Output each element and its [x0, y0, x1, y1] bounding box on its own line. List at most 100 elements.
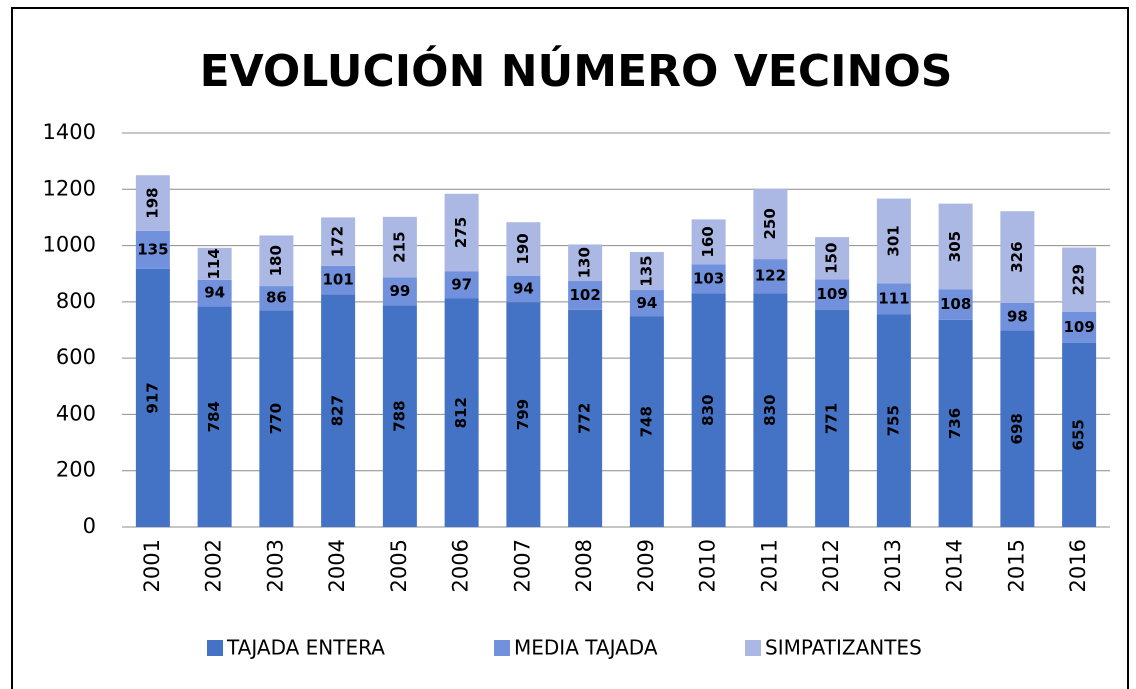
data-label: 94 — [636, 294, 657, 312]
data-label: 830 — [761, 395, 779, 426]
x-tick-label: 2006 — [449, 539, 473, 592]
bar-segment — [629, 290, 664, 317]
data-label: 86 — [266, 289, 287, 307]
data-label: 215 — [390, 231, 408, 262]
data-label: 748 — [637, 406, 655, 437]
y-tick-label: 600 — [56, 345, 96, 369]
bar-segment — [629, 252, 664, 291]
y-tick-label: 0 — [83, 514, 96, 538]
bar-segment — [259, 286, 294, 311]
bar-segment — [753, 293, 788, 527]
x-tick-label: 2001 — [140, 539, 164, 592]
data-label: 160 — [699, 226, 717, 257]
bar-segment — [321, 265, 356, 295]
bar-segment — [629, 316, 664, 527]
bar-segment — [568, 281, 603, 310]
data-label: 771 — [823, 403, 841, 434]
bar-segment — [938, 203, 973, 290]
bar-segment — [444, 271, 479, 299]
bar-segment — [382, 305, 417, 527]
bar-segment — [197, 279, 232, 307]
bar-segment — [1000, 211, 1035, 303]
data-label: 770 — [267, 403, 285, 434]
data-label: 94 — [204, 284, 225, 302]
legend-label: TAJADA ENTERA — [226, 636, 385, 660]
x-tick-label: 2002 — [202, 539, 226, 592]
data-label: 784 — [205, 401, 223, 432]
data-label: 755 — [884, 405, 902, 436]
data-label: 98 — [1007, 307, 1028, 325]
x-tick-label: 2012 — [819, 539, 843, 592]
data-label: 788 — [390, 400, 408, 431]
data-label: 698 — [1008, 413, 1026, 444]
data-label: 135 — [137, 240, 168, 258]
data-label: 301 — [884, 225, 902, 256]
bar-segment — [135, 230, 170, 269]
bar-segment — [691, 293, 726, 527]
data-label: 180 — [267, 245, 285, 276]
bar-segment — [1000, 330, 1035, 527]
legend-swatch — [494, 640, 510, 656]
data-label: 111 — [878, 289, 909, 307]
x-tick-label: 2010 — [696, 539, 720, 592]
x-tick-label: 2009 — [634, 539, 658, 592]
y-tick-label: 1400 — [43, 120, 96, 144]
bar-segment — [876, 314, 911, 527]
data-label: 135 — [637, 255, 655, 286]
data-label: 94 — [513, 279, 534, 297]
bar-segment — [382, 216, 417, 278]
data-label: 305 — [946, 231, 964, 262]
data-label: 326 — [1008, 241, 1026, 272]
bar-segment — [876, 198, 911, 284]
data-label: 114 — [205, 248, 223, 279]
bar-segment — [938, 289, 973, 320]
data-label: 130 — [576, 247, 594, 278]
bar-segment — [691, 219, 726, 265]
data-label: 655 — [1070, 419, 1088, 450]
legend-swatch — [745, 640, 761, 656]
x-tick-label: 2004 — [325, 539, 349, 592]
bar-segment — [568, 309, 603, 527]
bar-segment — [506, 222, 541, 276]
bar-segment — [506, 302, 541, 527]
y-tick-label: 1200 — [43, 176, 96, 200]
bar-segment — [1000, 302, 1035, 331]
data-label: 103 — [693, 269, 724, 287]
bar-segment — [691, 264, 726, 294]
x-tick-label: 2016 — [1066, 539, 1090, 592]
bar-segment — [197, 247, 232, 280]
x-tick-label: 2013 — [881, 539, 905, 592]
bar-segment — [1062, 247, 1097, 312]
bar-segment — [753, 259, 788, 294]
x-tick-label: 2008 — [572, 539, 596, 592]
data-label: 109 — [816, 285, 847, 303]
data-label: 827 — [329, 395, 347, 426]
legend-label: SIMPATIZANTES — [765, 636, 922, 660]
y-tick-label: 1000 — [43, 233, 96, 257]
bar-segment — [382, 277, 417, 306]
data-label: 198 — [143, 187, 161, 218]
data-label: 190 — [514, 233, 532, 264]
bar-segment — [876, 283, 911, 315]
data-label: 101 — [322, 271, 353, 289]
data-label: 736 — [946, 408, 964, 439]
y-tick-label: 400 — [56, 401, 96, 425]
data-label: 102 — [569, 286, 600, 304]
x-tick-label: 2011 — [757, 539, 781, 592]
data-label: 812 — [452, 397, 470, 428]
y-tick-label: 800 — [56, 289, 96, 313]
data-label: 830 — [699, 395, 717, 426]
bar-segment — [753, 188, 788, 260]
bar-segment — [1062, 311, 1097, 343]
bar-segment — [815, 310, 850, 527]
bar-segment — [321, 217, 356, 266]
bar-segment — [135, 268, 170, 527]
data-label: 172 — [329, 226, 347, 257]
data-label: 99 — [389, 282, 410, 300]
legend-label: MEDIA TAJADA — [514, 636, 658, 660]
bar-segment — [444, 298, 479, 527]
bar-segment — [197, 306, 232, 527]
data-label: 229 — [1070, 264, 1088, 295]
data-label: 772 — [576, 403, 594, 434]
